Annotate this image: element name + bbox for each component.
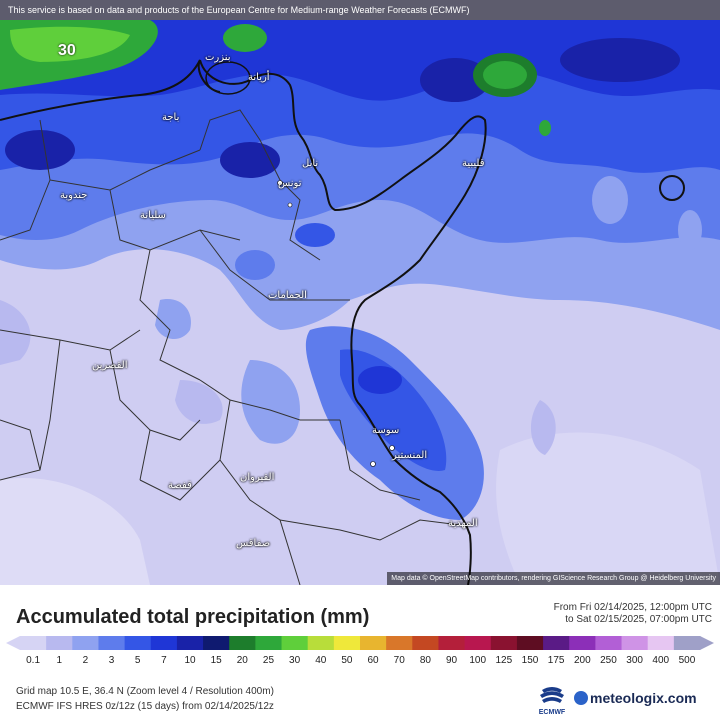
place-label: سليانة bbox=[140, 210, 166, 221]
legend-swatch bbox=[124, 636, 152, 650]
legend-label: 10 bbox=[184, 655, 196, 666]
legend-swatch bbox=[438, 636, 466, 650]
meteologix-brand[interactable]: meteologix.com bbox=[574, 690, 697, 706]
legend-label: 7 bbox=[161, 655, 167, 666]
legend-label: 30 bbox=[289, 655, 301, 666]
contour-label: 30 bbox=[58, 42, 76, 59]
legend-label: 125 bbox=[496, 655, 513, 666]
legend-label: 200 bbox=[574, 655, 591, 666]
legend-swatch bbox=[412, 636, 439, 650]
legend-label: 500 bbox=[679, 655, 696, 666]
place-label: الحمامات bbox=[268, 290, 307, 301]
map-canvas bbox=[0, 0, 720, 585]
legend-label: 5 bbox=[135, 655, 141, 666]
legend-swatch bbox=[360, 636, 387, 650]
legend-swatch bbox=[255, 636, 283, 650]
legend-label: 400 bbox=[652, 655, 669, 666]
legend-label: 250 bbox=[600, 655, 617, 666]
legend-label: 25 bbox=[263, 655, 275, 666]
model-info: ECMWF IFS HRES 0z/12z (15 days) from 02/… bbox=[16, 701, 274, 712]
place-label: أريانة bbox=[248, 72, 270, 83]
ecmwf-logo: ECMWF bbox=[534, 686, 570, 716]
legend-swatch bbox=[333, 636, 361, 650]
grid-info: Grid map 10.5 E, 36.4 N (Zoom level 4 / … bbox=[16, 686, 274, 697]
legend-label: 150 bbox=[522, 655, 539, 666]
legend-label: 2 bbox=[83, 655, 89, 666]
legend-label: 60 bbox=[368, 655, 380, 666]
legend-swatch bbox=[46, 636, 73, 650]
legend-label: 1 bbox=[56, 655, 62, 666]
place-label: جندوبة bbox=[60, 190, 88, 201]
place-label: باجة bbox=[162, 112, 180, 123]
place-label: قليبية bbox=[462, 158, 485, 169]
legend-label: 70 bbox=[394, 655, 406, 666]
legend-label: 15 bbox=[211, 655, 223, 666]
place-label: المهدية bbox=[448, 518, 478, 529]
place-label: تونس bbox=[278, 178, 302, 189]
legend-swatch bbox=[20, 636, 47, 650]
legend-swatch bbox=[673, 636, 701, 650]
legend-swatch bbox=[464, 636, 492, 650]
place-label: القصرين bbox=[92, 360, 128, 371]
place-label: قفصة bbox=[168, 480, 192, 491]
legend-swatch bbox=[229, 636, 256, 650]
legend-swatch bbox=[72, 636, 99, 650]
legend-swatch bbox=[203, 636, 230, 650]
legend-swatch bbox=[98, 636, 126, 650]
legend-swatch bbox=[621, 636, 649, 650]
legend-label: 20 bbox=[237, 655, 249, 666]
legend-arrow-right bbox=[700, 636, 714, 650]
ecmwf-notice: This service is based on data and produc… bbox=[0, 0, 720, 20]
legend-swatch bbox=[281, 636, 309, 650]
place-label: المنستير bbox=[392, 450, 428, 461]
meteologix-logo-icon bbox=[574, 691, 588, 705]
legend-swatch bbox=[386, 636, 413, 650]
legend-label: 0.1 bbox=[26, 655, 40, 666]
ecmwf-logo-text: ECMWF bbox=[538, 709, 566, 716]
map-title: Accumulated total precipitation (mm) bbox=[16, 606, 370, 628]
legend-label: 3 bbox=[109, 655, 115, 666]
legend-label: 100 bbox=[469, 655, 486, 666]
legend-swatch bbox=[543, 636, 570, 650]
legend-label: 300 bbox=[626, 655, 643, 666]
place-label: سوسة bbox=[372, 425, 400, 436]
precipitation-map[interactable]: This service is based on data and produc… bbox=[0, 0, 720, 585]
legend-label: 50 bbox=[341, 655, 353, 666]
place-label: صفاقس bbox=[236, 538, 271, 549]
ecmwf-logo-icon bbox=[540, 687, 564, 703]
legend-label: 80 bbox=[420, 655, 432, 666]
range-to: to Sat 02/15/2025, 07:00pm UTC bbox=[565, 614, 712, 625]
legend-swatch bbox=[307, 636, 335, 650]
legend-swatch bbox=[176, 636, 204, 650]
range-from: From Fri 02/14/2025, 12:00pm UTC bbox=[553, 602, 712, 613]
legend-label: 40 bbox=[315, 655, 327, 666]
legend-swatch bbox=[490, 636, 518, 650]
place-label: نابل bbox=[302, 158, 319, 169]
legend-arrow-left bbox=[6, 636, 20, 650]
place-label: القيروان bbox=[240, 472, 275, 483]
place-label: بنزرت bbox=[205, 52, 231, 63]
legend-swatch bbox=[595, 636, 623, 650]
legend-swatch bbox=[516, 636, 544, 650]
legend-swatch bbox=[647, 636, 675, 650]
precipitation-legend: 0.1 1 2 3 5 7 10 15 20 25 30 40 50 60 70 80 90 100 125 150 1… bbox=[6, 636, 714, 666]
brand-name: meteologix.com bbox=[590, 690, 697, 706]
legend-swatch bbox=[569, 636, 596, 650]
legend-label: 90 bbox=[446, 655, 458, 666]
time-range: From Fri 02/14/2025, 12:00pm UTC to Sat … bbox=[554, 602, 712, 626]
map-attribution: Map data © OpenStreetMap contributors, r… bbox=[387, 572, 720, 585]
legend-label: 175 bbox=[548, 655, 565, 666]
legend-swatch bbox=[150, 636, 178, 650]
